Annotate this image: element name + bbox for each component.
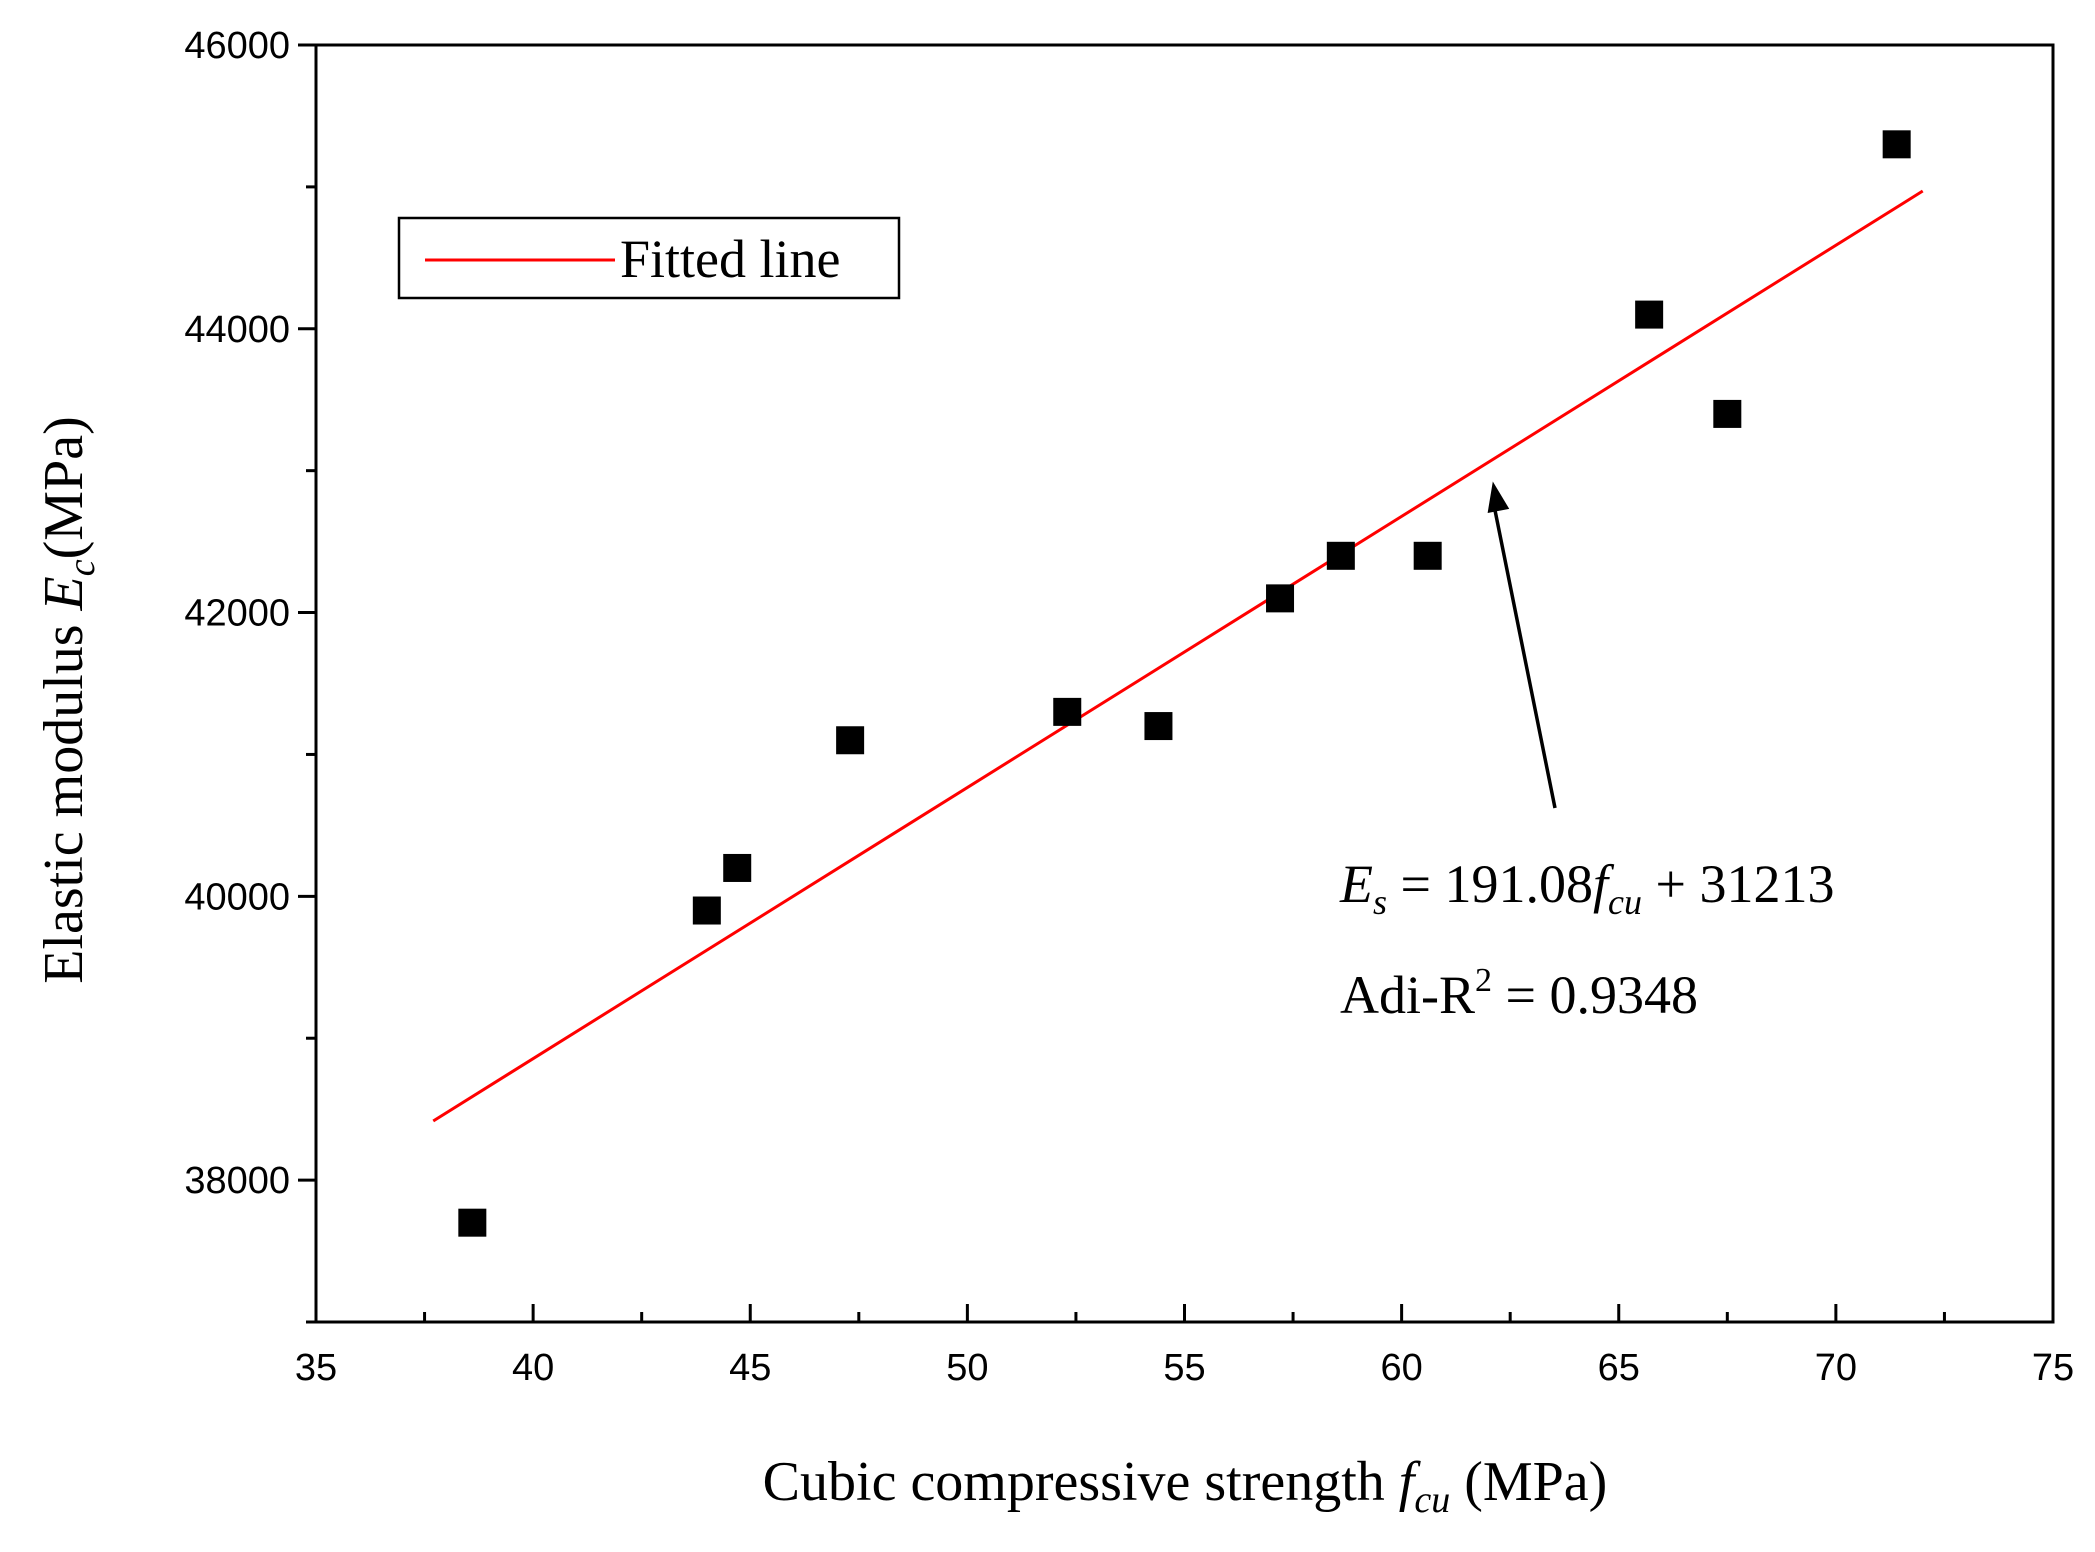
y-tick-label: 46000 xyxy=(184,25,290,67)
x-tick-label: 60 xyxy=(1380,1347,1422,1389)
annotation-arrow xyxy=(1487,481,1557,809)
x-tick-label: 40 xyxy=(512,1347,554,1389)
data-point xyxy=(836,726,865,755)
data-points xyxy=(458,130,1911,1237)
x-axis: 35 40 45 50 55 60 65 70 75 xyxy=(295,1304,2074,1389)
r-squared-label: Adi-R2 = 0.9348 xyxy=(1340,962,1698,1025)
equation-label: Es = 191.08fcu + 31213 xyxy=(1339,854,1834,922)
x-tick-label: 65 xyxy=(1598,1347,1640,1389)
y-axis-title: Elastic modulus Ec(MPa) xyxy=(33,416,103,983)
data-point xyxy=(1266,584,1295,613)
y-tick-label: 42000 xyxy=(184,593,290,635)
x-tick-label: 75 xyxy=(2032,1347,2074,1389)
data-point xyxy=(723,853,752,882)
legend-label: Fitted line xyxy=(620,229,840,289)
x-axis-title: Cubic compressive strength fcu (MPa) xyxy=(763,1451,1608,1521)
data-point xyxy=(1053,697,1082,726)
y-axis: 38000 40000 42000 44000 46000 xyxy=(184,25,316,1324)
data-point xyxy=(1882,130,1911,159)
x-tick-label: 35 xyxy=(295,1347,337,1389)
arrow-shaft xyxy=(1491,499,1557,809)
data-point xyxy=(1713,399,1742,428)
fit-line-layer xyxy=(432,189,1924,1123)
y-tick-label: 44000 xyxy=(184,309,290,351)
x-tick-label: 45 xyxy=(729,1347,771,1389)
data-point xyxy=(1413,541,1442,570)
y-tick-label: 38000 xyxy=(184,1160,290,1202)
x-tick-label: 50 xyxy=(946,1347,988,1389)
data-point xyxy=(1326,541,1355,570)
legend: Fitted line xyxy=(397,216,901,300)
data-point xyxy=(1635,300,1664,329)
arrow-head xyxy=(1487,481,1510,513)
y-tick-label: 40000 xyxy=(184,876,290,918)
data-point xyxy=(692,896,721,925)
x-tick-label: 70 xyxy=(1815,1347,1857,1389)
fitted-line xyxy=(432,189,1924,1123)
x-tick-label: 55 xyxy=(1163,1347,1205,1389)
data-point xyxy=(1144,712,1173,741)
legend-box xyxy=(397,216,901,300)
data-point xyxy=(458,1208,487,1237)
